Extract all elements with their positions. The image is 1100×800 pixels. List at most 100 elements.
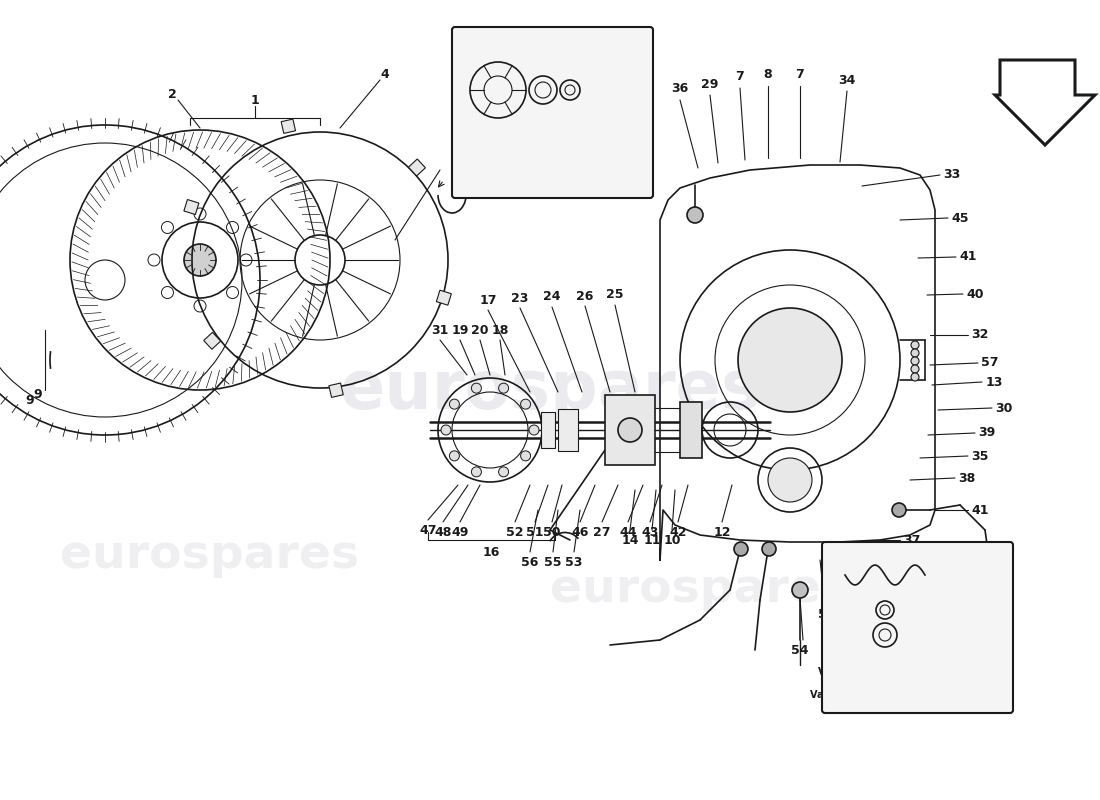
Text: 1: 1 <box>251 94 260 106</box>
Text: 53: 53 <box>565 555 583 569</box>
Text: 7: 7 <box>736 70 745 83</box>
Text: 43: 43 <box>641 526 659 538</box>
Text: 16: 16 <box>482 546 499 559</box>
Text: 25: 25 <box>606 289 624 302</box>
Text: 42: 42 <box>669 526 686 538</box>
Text: 9: 9 <box>25 394 34 406</box>
Circle shape <box>529 425 539 435</box>
Text: 32: 32 <box>971 329 989 342</box>
Text: 51: 51 <box>526 526 543 538</box>
Circle shape <box>734 542 748 556</box>
Bar <box>680 402 702 458</box>
Circle shape <box>472 383 482 393</box>
Text: 11: 11 <box>644 534 661 546</box>
Polygon shape <box>996 60 1094 145</box>
Text: 5: 5 <box>925 614 933 624</box>
Circle shape <box>911 357 918 365</box>
Text: 7: 7 <box>795 69 804 82</box>
Circle shape <box>911 365 918 373</box>
FancyBboxPatch shape <box>452 27 653 198</box>
Text: 55: 55 <box>544 555 562 569</box>
Text: 24: 24 <box>543 290 561 303</box>
Text: 28: 28 <box>491 122 506 132</box>
Circle shape <box>618 418 642 442</box>
Text: 17: 17 <box>480 294 497 306</box>
Text: Vale fino al cambio: Vale fino al cambio <box>817 667 922 677</box>
Text: 13: 13 <box>986 375 1003 389</box>
Circle shape <box>911 349 918 357</box>
Text: 6: 6 <box>925 592 933 602</box>
Bar <box>605 395 654 465</box>
Circle shape <box>792 582 808 598</box>
Circle shape <box>498 383 508 393</box>
Bar <box>541 412 556 448</box>
Text: 33: 33 <box>944 169 960 182</box>
Text: 14: 14 <box>621 534 639 546</box>
Text: 36: 36 <box>671 82 689 95</box>
Text: 15: 15 <box>465 134 483 146</box>
FancyBboxPatch shape <box>822 542 1013 713</box>
Text: 35: 35 <box>971 450 989 462</box>
Text: 46: 46 <box>571 526 588 538</box>
Bar <box>204 332 221 350</box>
Text: 12: 12 <box>713 526 730 538</box>
Circle shape <box>520 399 530 409</box>
Text: 47: 47 <box>419 523 437 537</box>
Text: 21: 21 <box>532 122 548 132</box>
Text: 34: 34 <box>838 74 856 86</box>
Text: 52: 52 <box>506 526 524 538</box>
Text: 41: 41 <box>971 503 989 517</box>
Text: 41: 41 <box>959 250 977 263</box>
Circle shape <box>184 244 216 276</box>
Bar <box>282 119 296 134</box>
Circle shape <box>762 542 776 556</box>
Text: 10: 10 <box>663 534 681 546</box>
Text: Vale fino al motore No. 33998: Vale fino al motore No. 33998 <box>465 178 601 187</box>
Text: 49: 49 <box>451 526 469 538</box>
Bar <box>329 383 343 398</box>
Circle shape <box>911 373 918 381</box>
Bar <box>558 409 578 451</box>
Text: eurospares: eurospares <box>550 567 849 613</box>
Text: eurospares: eurospares <box>60 533 360 578</box>
Text: 39: 39 <box>978 426 996 439</box>
Text: 26: 26 <box>576 290 594 302</box>
Text: 27: 27 <box>593 526 611 538</box>
Text: 45: 45 <box>952 211 969 225</box>
Text: 22: 22 <box>562 122 578 132</box>
Circle shape <box>738 308 842 412</box>
Text: 23: 23 <box>512 291 529 305</box>
Bar <box>184 199 199 214</box>
Text: 57: 57 <box>981 357 999 370</box>
Circle shape <box>441 425 451 435</box>
Text: 56: 56 <box>818 609 836 622</box>
Circle shape <box>450 399 460 409</box>
Circle shape <box>911 341 918 349</box>
Text: 30: 30 <box>996 402 1013 414</box>
Circle shape <box>768 458 812 502</box>
Circle shape <box>450 451 460 461</box>
Text: 31: 31 <box>431 323 449 337</box>
Text: Valid till engine Nr. 33998: Valid till engine Nr. 33998 <box>474 190 592 198</box>
Text: 29: 29 <box>702 78 718 90</box>
Text: 3: 3 <box>453 158 462 171</box>
Text: 40: 40 <box>966 287 983 301</box>
Circle shape <box>498 467 508 477</box>
Text: 48: 48 <box>434 526 452 538</box>
Text: 8: 8 <box>763 69 772 82</box>
Text: Nr. 1748: Nr. 1748 <box>847 701 893 711</box>
Text: No. 1748: No. 1748 <box>846 679 894 689</box>
Text: 56: 56 <box>521 555 539 569</box>
Bar <box>408 159 426 176</box>
Circle shape <box>520 451 530 461</box>
Circle shape <box>472 467 482 477</box>
Text: 20: 20 <box>471 323 488 337</box>
Text: 19: 19 <box>451 323 469 337</box>
Text: 18: 18 <box>492 323 508 337</box>
Circle shape <box>892 503 906 517</box>
Text: 4: 4 <box>381 67 389 81</box>
Text: 9: 9 <box>34 389 42 402</box>
Text: 44: 44 <box>619 526 637 538</box>
Bar <box>437 290 451 305</box>
Text: 2: 2 <box>167 89 176 102</box>
